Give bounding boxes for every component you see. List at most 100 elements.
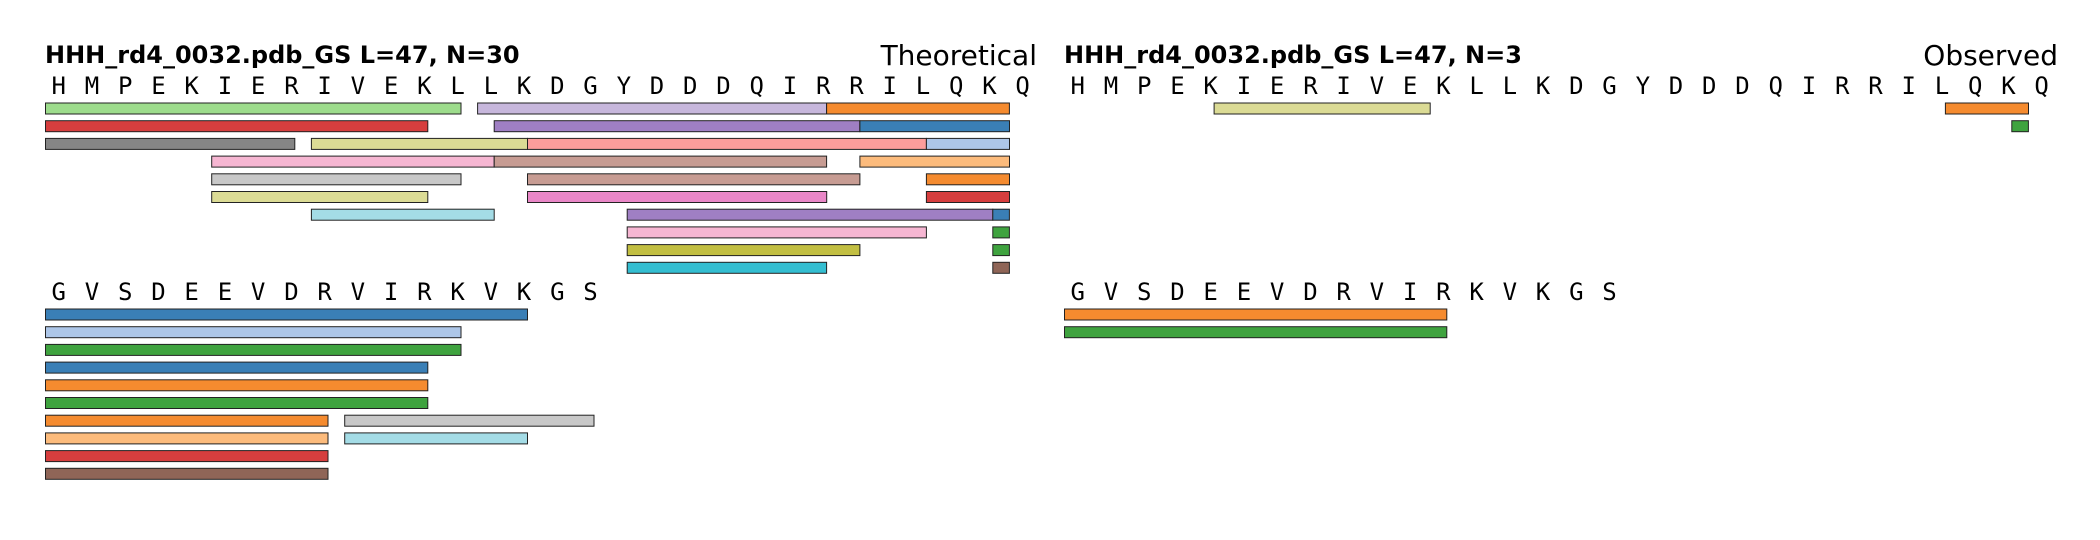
peptide-bar <box>925 191 1011 203</box>
residue-letter: D <box>1569 72 1583 100</box>
residue-letter: S <box>1137 278 1151 306</box>
residue-letter: Y <box>1636 72 1651 100</box>
residue-letter: G <box>1071 278 1085 306</box>
residue-letter: Q <box>1769 72 1783 100</box>
residue-letter: I <box>883 72 897 100</box>
peptide-bar <box>626 261 828 274</box>
residue-letter: D <box>650 72 664 100</box>
peptide-bar <box>626 208 994 221</box>
residue-letter: R <box>1436 278 1451 306</box>
residue-letter: M <box>85 72 99 100</box>
residue-letter: S <box>1602 278 1616 306</box>
residue-letter: G <box>1569 278 1583 306</box>
residue-letter: I <box>1802 72 1816 100</box>
residue-letter: K <box>417 72 432 100</box>
peptide-bar <box>1064 308 1448 321</box>
residue-letter: M <box>1104 72 1118 100</box>
residue-letter: R <box>816 72 831 100</box>
residue-letter: V <box>1104 278 1118 306</box>
residue-letter: I <box>1902 72 1916 100</box>
residue-letter: R <box>1303 72 1318 100</box>
residue-letter: L <box>1503 72 1517 100</box>
residue-letter: R <box>317 278 332 306</box>
residue-letter: D <box>716 72 730 100</box>
residue-letter: P <box>1137 72 1151 100</box>
residue-letter: I <box>783 72 797 100</box>
peptide-bar <box>527 137 927 150</box>
residue-letter: Q <box>949 72 963 100</box>
residue-letter: I <box>1336 72 1350 100</box>
residue-letter: K <box>1436 72 1451 100</box>
residue-letter: K <box>1203 72 1218 100</box>
peptide-bar <box>992 226 1010 239</box>
panel-theoretical: HHH_rd4_0032.pdb_GS L=47, N=30 Theoretic… <box>45 39 1037 480</box>
residue-letter: L <box>916 72 930 100</box>
residue-letter: R <box>417 278 432 306</box>
residue-letter: V <box>351 72 365 100</box>
panel-label: Theoretical <box>880 39 1037 72</box>
peptide-bar <box>45 102 462 115</box>
peptide-bar <box>45 120 429 133</box>
peptide-bar <box>477 102 828 115</box>
peptide-bar <box>310 208 495 221</box>
residue-letter: Y <box>617 72 632 100</box>
residue-letter: E <box>218 278 232 306</box>
residue-letter: V <box>1503 278 1517 306</box>
peptide-bar <box>1944 102 2030 115</box>
residue-letter: P <box>118 72 132 100</box>
residue-letter: D <box>1669 72 1683 100</box>
peptide-bar <box>925 137 1011 150</box>
residue-letter: E <box>251 72 265 100</box>
residue-letter: D <box>683 72 697 100</box>
residue-letter: E <box>151 72 165 100</box>
peptide-bar <box>45 432 329 445</box>
peptide-bar <box>45 379 429 392</box>
peptide-bar <box>45 326 462 339</box>
residue-letter: S <box>583 278 597 306</box>
residue-letter: D <box>1735 72 1749 100</box>
residue-letter: I <box>317 72 331 100</box>
peptide-bar <box>992 261 1010 274</box>
peptide-bar <box>45 450 329 463</box>
residue-letter: G <box>583 72 597 100</box>
residue-letter: D <box>1303 278 1317 306</box>
residue-letter: E <box>384 72 398 100</box>
panel-title: HHH_rd4_0032.pdb_GS L=47, N=3 <box>1064 41 1522 69</box>
peptide-bar <box>45 467 329 480</box>
residue-letter: V <box>1270 278 1284 306</box>
residue-letter: D <box>1702 72 1716 100</box>
peptide-bar <box>211 155 495 168</box>
peptide-bar <box>1213 102 1431 115</box>
residue-letter: Q <box>2034 72 2048 100</box>
peptide-bar <box>45 414 329 427</box>
residue-letter: K <box>1536 278 1551 306</box>
residue-letter: E <box>1270 72 1284 100</box>
residue-letter: I <box>1403 278 1417 306</box>
residue-letter: I <box>384 278 398 306</box>
residue-letter: D <box>284 278 298 306</box>
residue-letter: E <box>1237 278 1251 306</box>
peptide-bar <box>527 173 861 186</box>
residue-letter: S <box>118 278 132 306</box>
residue-letter: G <box>550 278 564 306</box>
residue-letter: Q <box>750 72 764 100</box>
residue-letter: R <box>284 72 299 100</box>
peptide-bar <box>859 120 1011 133</box>
peptide-bar <box>925 173 1011 186</box>
residue-letter: K <box>2001 72 2016 100</box>
residue-letter: R <box>1868 72 1883 100</box>
peptide-bar <box>45 397 429 409</box>
residue-letter: K <box>982 72 997 100</box>
panel-observed: HHH_rd4_0032.pdb_GS L=47, N=3 Observed H… <box>1064 39 2058 339</box>
residue-letter: V <box>85 278 99 306</box>
panel-title: HHH_rd4_0032.pdb_GS L=47, N=30 <box>45 41 520 69</box>
residue-letter: V <box>484 278 498 306</box>
residue-letter: Q <box>1015 72 1029 100</box>
residue-letter: I <box>218 72 232 100</box>
residue-letter: E <box>1170 72 1184 100</box>
panel-label: Observed <box>1923 39 2058 72</box>
residue-letter: D <box>1170 278 1184 306</box>
residue-letter: D <box>151 278 165 306</box>
